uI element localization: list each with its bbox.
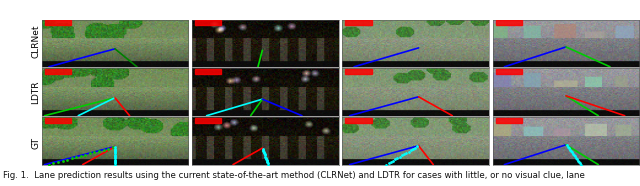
Bar: [345, 118, 372, 123]
Bar: [195, 118, 221, 123]
Text: LDTR: LDTR: [31, 80, 40, 104]
Bar: [345, 69, 372, 74]
Bar: [195, 69, 221, 74]
Text: Fig. 1.  Lane prediction results using the current state-of-the-art method (CLRN: Fig. 1. Lane prediction results using th…: [3, 171, 585, 180]
Bar: [195, 20, 221, 25]
Bar: [45, 69, 71, 74]
Bar: [495, 69, 522, 74]
Text: CLRNet: CLRNet: [31, 25, 40, 58]
Bar: [45, 118, 71, 123]
Bar: [495, 20, 522, 25]
Text: GT: GT: [31, 137, 40, 149]
Bar: [345, 20, 372, 25]
Bar: [495, 118, 522, 123]
Bar: [45, 20, 71, 25]
